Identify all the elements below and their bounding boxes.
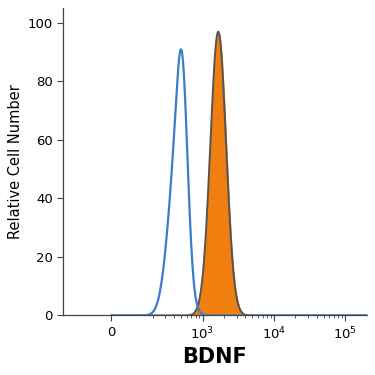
- X-axis label: BDNF: BDNF: [183, 346, 247, 367]
- Y-axis label: Relative Cell Number: Relative Cell Number: [8, 84, 23, 239]
